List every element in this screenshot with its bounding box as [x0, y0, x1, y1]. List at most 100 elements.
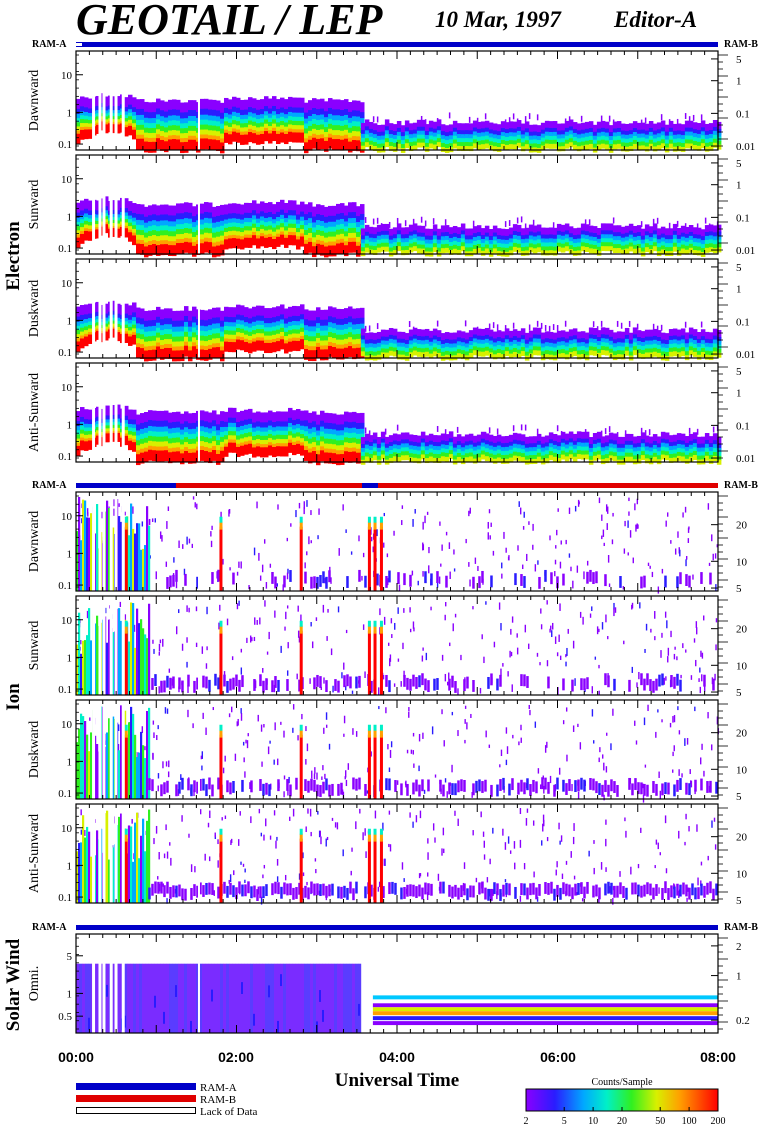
spectrogram-band — [680, 456, 686, 462]
spectrogram-band — [508, 330, 514, 340]
spectrogram-band — [692, 122, 698, 132]
spectrogram-band — [204, 449, 209, 462]
spectrogram-band — [240, 233, 245, 240]
spectrogram-band — [140, 218, 145, 226]
spectrogram-band — [340, 448, 345, 455]
spectrogram-band — [284, 432, 289, 440]
spectrogram-band — [272, 128, 277, 142]
spectrogram-band — [604, 458, 610, 464]
spectrogram-band — [476, 351, 482, 357]
spectrogram-band — [180, 329, 185, 337]
spectrogram-band — [288, 436, 293, 443]
spectrogram-band — [216, 219, 221, 227]
spectrogram-band — [464, 142, 470, 147]
spectrogram-band — [384, 238, 390, 244]
spectrogram-band — [328, 126, 333, 134]
spectrogram-band — [96, 225, 101, 239]
spectrogram-band — [704, 247, 710, 253]
spectrogram-band — [376, 447, 382, 453]
spectrogram-band — [284, 340, 289, 354]
spectrogram-band — [696, 242, 702, 248]
spectrogram-band — [540, 234, 546, 241]
spectrogram-band — [216, 234, 221, 242]
spectrogram-band — [388, 346, 394, 352]
spectrogram-band — [672, 134, 678, 140]
spectrogram-band — [212, 206, 217, 217]
spectrogram-band — [128, 112, 133, 120]
spectrogram-band — [292, 104, 297, 113]
spectrogram-band — [620, 226, 626, 236]
spectrogram-band — [436, 243, 442, 249]
spectrogram-band — [220, 429, 225, 437]
spectrogram-band — [516, 349, 522, 355]
spectrogram-band — [624, 146, 630, 152]
spectrogram-band — [388, 327, 394, 337]
spectrogram-band — [332, 437, 337, 445]
spectrogram-band — [232, 420, 237, 428]
spectrogram-speck — [508, 220, 511, 227]
spectrogram-band — [560, 345, 566, 351]
spectrogram-band — [504, 450, 510, 456]
spectrogram-band — [316, 241, 321, 255]
spectrogram-band — [680, 236, 686, 242]
spectrogram-speck — [556, 425, 559, 432]
spectrogram-band — [708, 224, 714, 234]
spectrogram-band — [300, 97, 305, 108]
spectrogram-band — [648, 121, 654, 130]
spectrogram-band — [212, 410, 217, 421]
spectrogram-band — [260, 201, 265, 212]
spectrogram-band — [320, 238, 325, 245]
spectrogram-band — [516, 235, 522, 241]
spectrogram-band — [608, 242, 614, 248]
spectrogram-band — [140, 106, 145, 115]
spectrogram-band — [588, 447, 594, 453]
spectrogram-band — [404, 451, 410, 457]
spectrogram-band — [676, 146, 682, 152]
spectrogram-band — [268, 308, 273, 319]
spectrogram-band — [660, 249, 666, 255]
spectrogram-band — [452, 248, 458, 254]
spectrogram-band — [420, 454, 426, 460]
spectrogram-band — [568, 348, 574, 354]
spectrogram-band — [100, 433, 105, 447]
spectrogram-band — [204, 411, 209, 422]
spectrogram-band — [668, 235, 674, 242]
spectrogram-band — [228, 432, 233, 440]
spectrogram-band — [576, 134, 582, 140]
spectrogram-band — [476, 232, 482, 239]
spectrogram-band — [324, 436, 329, 444]
panel-layer: 1010.1510.10.01Dawnward1010.1510.10.01Su… — [27, 50, 755, 1034]
spectrogram-band — [220, 218, 225, 226]
spectrogram-band — [360, 307, 365, 318]
spectrogram-band — [300, 422, 305, 430]
spectrogram-band — [588, 136, 594, 141]
spectrogram-band — [452, 455, 458, 461]
spectrogram-band — [576, 238, 582, 244]
spectrogram-band — [256, 317, 261, 325]
spectrogram-band — [260, 419, 265, 428]
spectrogram-band — [324, 431, 329, 439]
spectrogram-band — [648, 336, 654, 343]
spectrogram-band — [504, 144, 510, 150]
spectrogram-band — [148, 224, 153, 232]
spectrogram-band — [504, 458, 510, 464]
spectrogram-band — [240, 423, 245, 431]
spectrogram-speck — [404, 220, 407, 227]
spectrogram-band — [528, 135, 534, 141]
spectrogram-band — [188, 202, 193, 213]
spectrogram-band — [456, 245, 462, 251]
spectrogram-band — [340, 113, 345, 121]
spectrogram-band — [212, 424, 217, 432]
spectrogram-band — [536, 224, 542, 234]
spectrogram-band — [664, 143, 670, 149]
spectrogram-band — [396, 139, 402, 145]
spectrogram-band — [408, 348, 414, 354]
spectrogram-band — [544, 435, 550, 445]
spectrogram-band — [508, 132, 514, 138]
spectrogram-speck — [424, 119, 427, 126]
spectrogram-band — [156, 219, 161, 227]
spectrogram-band — [204, 202, 209, 212]
spectrogram-band — [148, 324, 153, 332]
spectrogram-band — [604, 334, 610, 341]
spectrogram-band — [592, 451, 598, 457]
